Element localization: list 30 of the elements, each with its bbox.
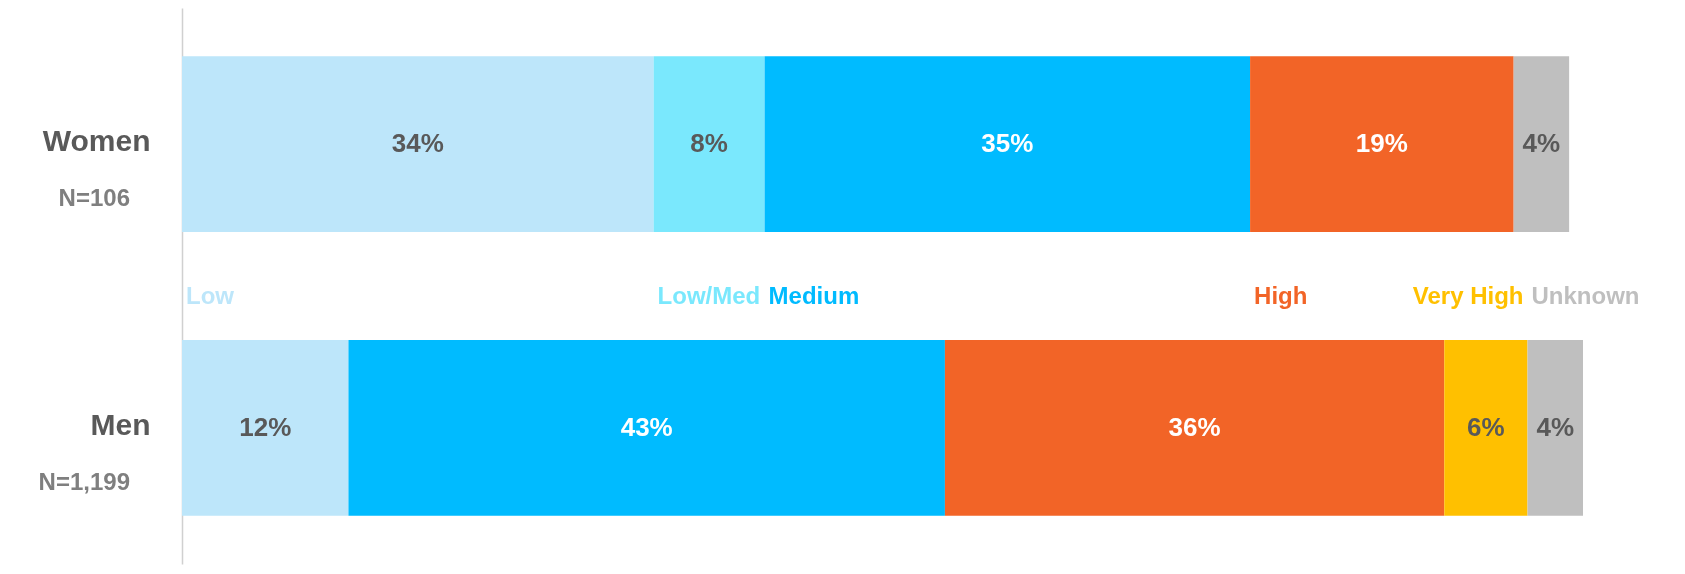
bar xyxy=(653,56,765,233)
data-label: 4% xyxy=(1522,128,1561,159)
bar xyxy=(182,56,654,233)
bar xyxy=(348,339,945,516)
data-label: 4% xyxy=(1536,411,1575,442)
data-label: 35% xyxy=(981,128,1034,159)
text: N=1,199 xyxy=(38,467,130,495)
data-label: 19% xyxy=(1355,128,1408,159)
data-label: 43% xyxy=(620,411,673,442)
bar xyxy=(1513,56,1570,233)
data-label: 34% xyxy=(391,128,444,159)
bar xyxy=(764,56,1251,233)
data-label: 36% xyxy=(1168,411,1221,442)
series-label: Very High xyxy=(1412,282,1524,310)
series-label: High xyxy=(1254,282,1308,310)
series-label: Unknown xyxy=(1531,282,1640,310)
series-label: Medium xyxy=(768,282,860,310)
text: Low/Med xyxy=(657,282,761,310)
bar xyxy=(1444,339,1528,516)
data-label: 8% xyxy=(690,128,728,159)
series-label: Low xyxy=(186,282,235,310)
text: N=106 xyxy=(58,184,130,212)
bar xyxy=(1250,56,1514,233)
y-tick-label: Women xyxy=(42,124,151,158)
data-label: 6% xyxy=(1467,411,1505,442)
bar xyxy=(1527,339,1583,516)
bar xyxy=(944,339,1445,516)
y-tick-label: Men xyxy=(90,407,151,441)
bar xyxy=(182,339,349,516)
data-label: 12% xyxy=(239,411,292,442)
